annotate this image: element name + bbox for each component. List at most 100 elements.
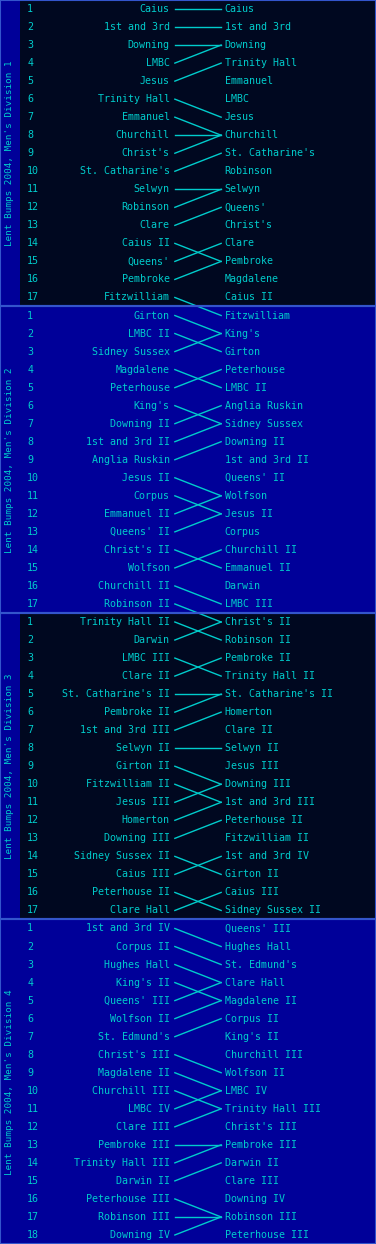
Text: 1st and 3rd II: 1st and 3rd II	[85, 437, 170, 447]
Text: 7: 7	[27, 1031, 33, 1041]
Text: St. Edmund's: St. Edmund's	[225, 959, 297, 969]
Text: 18: 18	[27, 1230, 39, 1240]
Text: 15: 15	[27, 1176, 39, 1186]
Text: 9: 9	[27, 1067, 33, 1077]
Text: Anglia Ruskin: Anglia Ruskin	[225, 401, 303, 411]
Text: Magdalene: Magdalene	[115, 364, 170, 374]
Bar	[0, 306, 20, 613]
Text: Christ's: Christ's	[121, 148, 170, 158]
Text: Lent Bumps 2004, Men's Division 3: Lent Bumps 2004, Men's Division 3	[6, 673, 15, 860]
Text: 10: 10	[27, 167, 39, 177]
Text: 15: 15	[27, 870, 39, 880]
Text: Pembroke: Pembroke	[225, 256, 273, 266]
Text: Selwyn II: Selwyn II	[225, 743, 279, 753]
Text: 11: 11	[27, 797, 39, 807]
Text: Corpus: Corpus	[225, 527, 261, 537]
Text: Queens': Queens'	[225, 203, 267, 213]
Text: Queens' II: Queens' II	[109, 527, 170, 537]
Text: 9: 9	[27, 148, 33, 158]
Text: Clare II: Clare II	[121, 671, 170, 680]
Text: 1: 1	[27, 923, 33, 933]
Text: Sidney Sussex: Sidney Sussex	[225, 419, 303, 429]
Text: Peterhouse II: Peterhouse II	[225, 815, 303, 825]
Text: 5: 5	[27, 383, 33, 393]
Text: Pembroke III: Pembroke III	[97, 1140, 170, 1149]
Text: Caius II: Caius II	[225, 292, 273, 302]
Text: Fitzwilliam II: Fitzwilliam II	[225, 833, 309, 843]
Text: 9: 9	[27, 761, 33, 771]
Text: Peterhouse III: Peterhouse III	[85, 1194, 170, 1204]
Text: Clare: Clare	[139, 220, 170, 230]
Text: 1st and 3rd III: 1st and 3rd III	[79, 725, 170, 735]
Text: 2: 2	[27, 634, 33, 646]
Text: Clare II: Clare II	[225, 725, 273, 735]
Text: 4: 4	[27, 671, 33, 680]
Text: 14: 14	[27, 545, 39, 555]
Text: St. Catharine's II: St. Catharine's II	[62, 689, 170, 699]
Text: LMBC IV: LMBC IV	[225, 1086, 267, 1096]
Text: Churchill II: Churchill II	[97, 581, 170, 591]
Text: 3: 3	[27, 347, 33, 357]
Text: Peterhouse: Peterhouse	[225, 364, 285, 374]
Text: 5: 5	[27, 76, 33, 86]
Text: 7: 7	[27, 419, 33, 429]
Text: Anglia Ruskin: Anglia Ruskin	[91, 455, 170, 465]
Text: 8: 8	[27, 437, 33, 447]
Text: Queens' III: Queens' III	[103, 995, 170, 1005]
Text: Jesus: Jesus	[139, 76, 170, 86]
Text: 7: 7	[27, 725, 33, 735]
Text: 8: 8	[27, 131, 33, 141]
Text: Magdalene: Magdalene	[225, 275, 279, 285]
Bar	[0, 0, 376, 306]
Text: Trinity Hall II: Trinity Hall II	[79, 617, 170, 627]
Text: St. Catharine's: St. Catharine's	[79, 167, 170, 177]
Text: Churchill III: Churchill III	[225, 1050, 303, 1060]
Text: Jesus III: Jesus III	[115, 797, 170, 807]
Text: Christ's II: Christ's II	[103, 545, 170, 555]
Text: 14: 14	[27, 1158, 39, 1168]
Text: LMBC III: LMBC III	[121, 653, 170, 663]
Text: Pembroke: Pembroke	[121, 275, 170, 285]
Text: LMBC III: LMBC III	[225, 598, 273, 610]
Text: 12: 12	[27, 203, 39, 213]
Text: Jesus II: Jesus II	[121, 473, 170, 483]
Text: Caius III: Caius III	[225, 887, 279, 897]
Text: 4: 4	[27, 364, 33, 374]
Text: 16: 16	[27, 1194, 39, 1204]
Text: 3: 3	[27, 40, 33, 50]
Text: Clare: Clare	[225, 239, 255, 249]
Text: 16: 16	[27, 275, 39, 285]
Text: Clare III: Clare III	[225, 1176, 279, 1186]
Text: Trinity Hall: Trinity Hall	[225, 58, 297, 68]
Text: Pembroke II: Pembroke II	[103, 707, 170, 717]
Text: LMBC: LMBC	[225, 95, 249, 104]
Text: 13: 13	[27, 833, 39, 843]
Text: Robinson: Robinson	[225, 167, 273, 177]
Text: Selwyn: Selwyn	[133, 184, 170, 194]
Text: Robinson II: Robinson II	[225, 634, 291, 646]
Text: Pembroke II: Pembroke II	[225, 653, 291, 663]
Text: Corpus II: Corpus II	[225, 1014, 279, 1024]
Text: 6: 6	[27, 707, 33, 717]
Text: Fitzwilliam: Fitzwilliam	[103, 292, 170, 302]
Text: Churchill II: Churchill II	[225, 545, 297, 555]
Text: Downing III: Downing III	[103, 833, 170, 843]
Text: Girton: Girton	[133, 311, 170, 321]
Text: 1: 1	[27, 617, 33, 627]
Text: 11: 11	[27, 1103, 39, 1113]
Text: Magdalene II: Magdalene II	[97, 1067, 170, 1077]
Text: Churchill III: Churchill III	[91, 1086, 170, 1096]
Text: Churchill: Churchill	[115, 131, 170, 141]
Text: Robinson II: Robinson II	[103, 598, 170, 610]
Text: 14: 14	[27, 851, 39, 861]
Text: Robinson: Robinson	[121, 203, 170, 213]
Text: St. Catharine's: St. Catharine's	[225, 148, 315, 158]
Bar	[0, 919, 20, 1244]
Text: Corpus II: Corpus II	[115, 942, 170, 952]
Text: 10: 10	[27, 1086, 39, 1096]
Text: Christ's II: Christ's II	[225, 617, 291, 627]
Text: Downing IV: Downing IV	[109, 1230, 170, 1240]
Text: 2: 2	[27, 328, 33, 338]
Text: 15: 15	[27, 564, 39, 573]
Text: St. Catharine's II: St. Catharine's II	[225, 689, 333, 699]
